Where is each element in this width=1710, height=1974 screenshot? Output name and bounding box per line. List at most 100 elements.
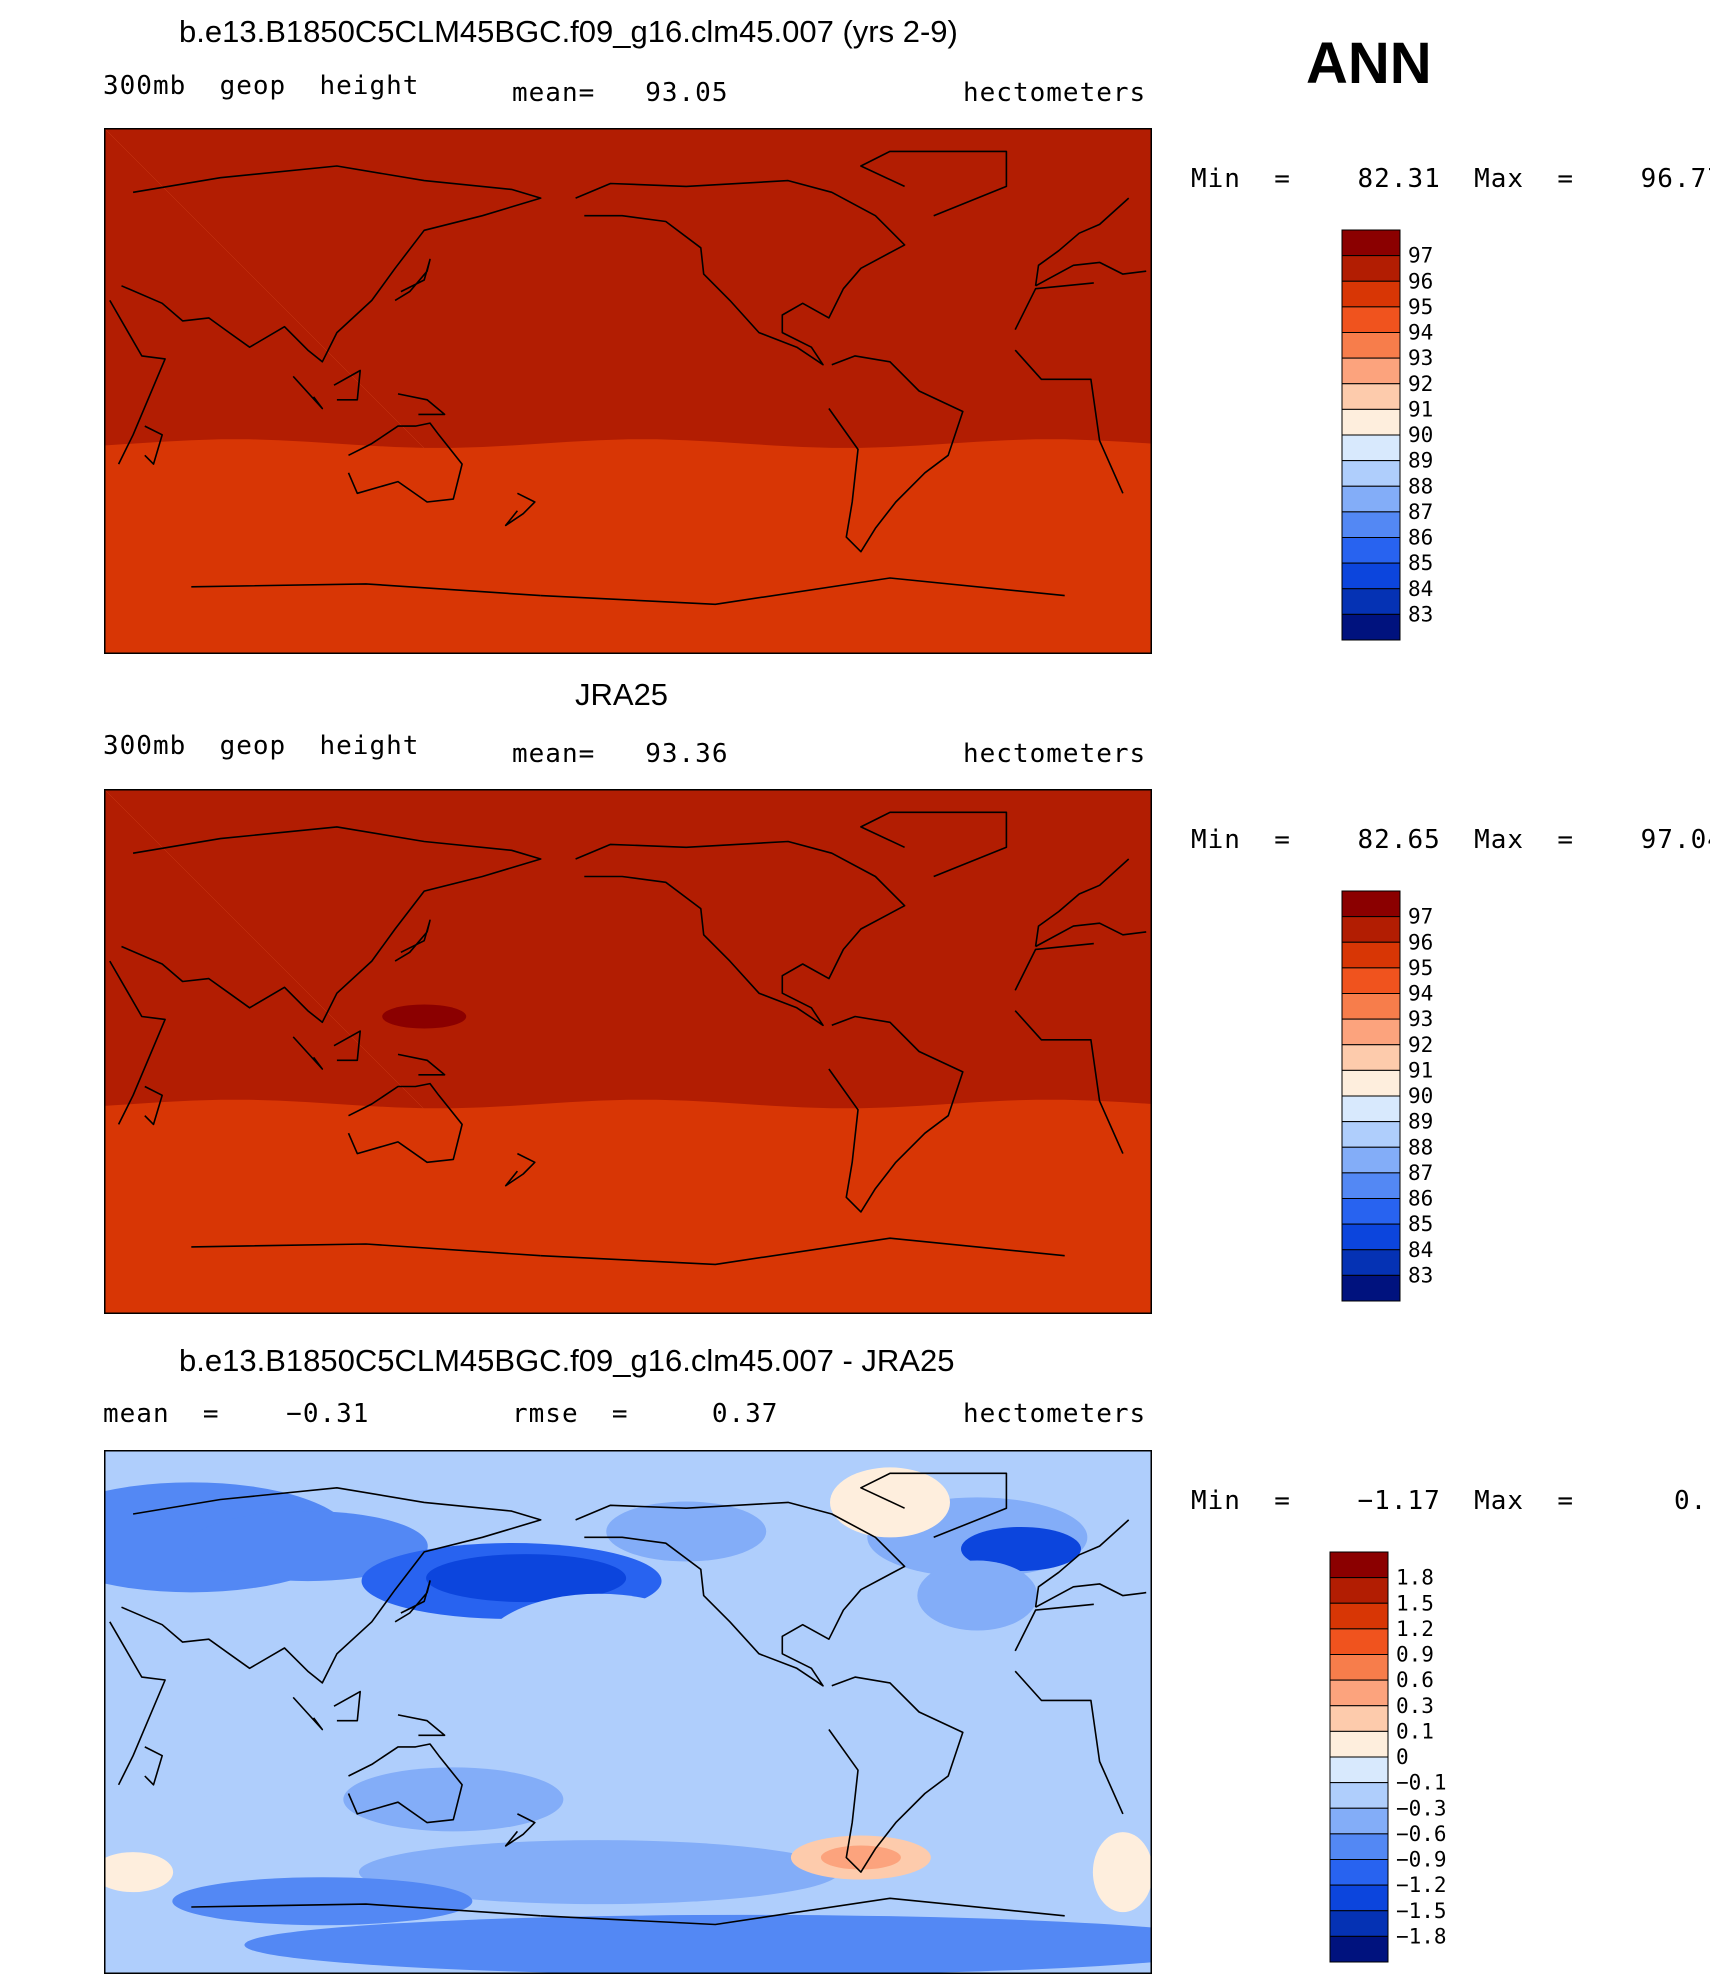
colorbar-tick-label: 1.8 bbox=[1396, 1566, 1434, 1590]
colorbar-swatch bbox=[1329, 1705, 1389, 1732]
colorbar-swatch bbox=[1341, 511, 1401, 538]
panel-1-variable-label: 300mb geop height bbox=[103, 71, 420, 101]
colorbar-swatch bbox=[1329, 1628, 1389, 1655]
colorbar-swatch bbox=[1341, 941, 1401, 969]
panel-3-min-max: Min = −1.17 Max = 0.16 bbox=[1191, 1486, 1710, 1516]
colorbar-tick-label: 83 bbox=[1408, 1263, 1433, 1287]
colorbar-tick-label: 0.6 bbox=[1396, 1668, 1434, 1692]
colorbar-tick-label: 96 bbox=[1408, 930, 1433, 954]
colorbar-swatch bbox=[1341, 434, 1401, 462]
colorbar-tick-label: 94 bbox=[1408, 321, 1433, 345]
colorbar-swatch bbox=[1341, 890, 1401, 918]
colorbar-tick-label: 92 bbox=[1408, 372, 1433, 396]
colorbar-swatch bbox=[1341, 562, 1401, 590]
colorbar-tick-label: 86 bbox=[1408, 1187, 1433, 1211]
colorbar-swatch bbox=[1341, 357, 1401, 385]
colorbar-swatch bbox=[1341, 1223, 1401, 1251]
colorbar-tick-label: 93 bbox=[1408, 346, 1433, 370]
colorbar-swatch bbox=[1341, 408, 1401, 436]
colorbar-swatch bbox=[1341, 1198, 1401, 1225]
colorbar-tick-label: −0.9 bbox=[1396, 1848, 1447, 1872]
colorbar-tick-label: −0.1 bbox=[1396, 1771, 1447, 1795]
colorbar-swatch bbox=[1341, 485, 1401, 513]
colorbar-tick-label: −1.2 bbox=[1396, 1873, 1447, 1897]
colorbar-tick-label: 95 bbox=[1408, 295, 1433, 319]
colorbar-tick-label: 89 bbox=[1408, 1110, 1433, 1134]
colorbar-tick-label: 86 bbox=[1408, 526, 1433, 550]
colorbar-swatch bbox=[1341, 1249, 1401, 1276]
colorbar-swatch bbox=[1341, 383, 1401, 410]
colorbar-swatch bbox=[1341, 993, 1401, 1020]
colorbar-swatch bbox=[1341, 613, 1401, 641]
colorbar-swatch bbox=[1341, 1172, 1401, 1199]
panel-2-variable-label: 300mb geop height bbox=[103, 731, 420, 761]
colorbar-swatch bbox=[1341, 1274, 1401, 1302]
colorbar-swatch bbox=[1341, 460, 1401, 487]
colorbar-swatch bbox=[1341, 1121, 1401, 1148]
panel-3-units-label: hectometers bbox=[963, 1399, 1147, 1429]
panel-3-map bbox=[104, 1450, 1152, 1974]
panel-2-map bbox=[104, 789, 1152, 1314]
colorbar-tick-label: −1.5 bbox=[1396, 1899, 1447, 1923]
colorbar-tick-label: 89 bbox=[1408, 449, 1433, 473]
colorbar-tick-label: 1.2 bbox=[1396, 1617, 1434, 1641]
colorbar-tick-label: 85 bbox=[1408, 551, 1433, 575]
colorbar-swatch bbox=[1329, 1602, 1389, 1630]
panel-2-title: JRA25 bbox=[575, 677, 669, 712]
colorbar-swatch bbox=[1341, 1044, 1401, 1071]
colorbar-tick-label: 84 bbox=[1408, 1238, 1433, 1262]
colorbar-swatch bbox=[1329, 1551, 1389, 1579]
colorbar-tick-label: 87 bbox=[1408, 500, 1433, 524]
panel-3-rmse-label: rmse = 0.37 bbox=[512, 1399, 779, 1429]
colorbar-swatch bbox=[1329, 1679, 1389, 1707]
colorbar-swatch bbox=[1341, 1146, 1401, 1174]
colorbar-tick-label: 91 bbox=[1408, 397, 1433, 421]
colorbar-swatch bbox=[1329, 1577, 1389, 1604]
colorbar-tick-label: 97 bbox=[1408, 244, 1433, 268]
colorbar-swatch bbox=[1329, 1807, 1389, 1835]
colorbar-swatch bbox=[1329, 1730, 1389, 1758]
season-label: ANN bbox=[1306, 31, 1432, 96]
panel-2-mean-label: mean= 93.36 bbox=[512, 739, 729, 769]
colorbar-swatch bbox=[1341, 229, 1401, 257]
colorbar-tick-label: 0.3 bbox=[1396, 1694, 1434, 1718]
colorbar-tick-label: 84 bbox=[1408, 577, 1433, 601]
colorbar-tick-label: 92 bbox=[1408, 1033, 1433, 1057]
colorbar-swatch bbox=[1329, 1756, 1389, 1784]
colorbar-swatch bbox=[1341, 306, 1401, 333]
colorbar-tick-label: 91 bbox=[1408, 1058, 1433, 1082]
panel-1-map bbox=[104, 128, 1152, 654]
panel-3-title: b.e13.B1850C5CLM45BGC.f09_g16.clm45.007 … bbox=[179, 1343, 955, 1378]
panel-1-mean-label: mean= 93.05 bbox=[512, 78, 729, 108]
colorbar-swatch bbox=[1341, 332, 1401, 359]
colorbar-swatch bbox=[1341, 967, 1401, 994]
panel-2-units-label: hectometers bbox=[963, 739, 1147, 769]
colorbar-tick-label: 0 bbox=[1396, 1745, 1409, 1769]
colorbar-tick-label: 94 bbox=[1408, 982, 1433, 1006]
panel-1-units-label: hectometers bbox=[963, 78, 1147, 108]
colorbar-tick-label: 88 bbox=[1408, 1135, 1433, 1159]
colorbar-swatch bbox=[1341, 916, 1401, 943]
colorbar-swatch bbox=[1329, 1935, 1389, 1963]
colorbar-tick-label: 0.1 bbox=[1396, 1719, 1434, 1743]
panel-1-min-max: Min = 82.31 Max = 96.77 bbox=[1191, 164, 1710, 194]
colorbar-swatch bbox=[1329, 1833, 1389, 1860]
colorbar-swatch bbox=[1341, 280, 1401, 308]
colorbar-swatch bbox=[1329, 1884, 1389, 1912]
colorbar-swatch bbox=[1341, 255, 1401, 282]
colorbar-tick-label: 96 bbox=[1408, 269, 1433, 293]
colorbar-swatch bbox=[1329, 1859, 1389, 1886]
colorbar-tick-label: −0.3 bbox=[1396, 1796, 1447, 1820]
colorbar-tick-label: −0.6 bbox=[1396, 1822, 1447, 1846]
colorbar-tick-label: 90 bbox=[1408, 1084, 1433, 1108]
colorbar-tick-label: 97 bbox=[1408, 905, 1433, 929]
colorbar-swatch bbox=[1341, 1095, 1401, 1123]
colorbar-swatch bbox=[1329, 1654, 1389, 1681]
colorbar-tick-label: 1.5 bbox=[1396, 1591, 1434, 1615]
colorbar-tick-label: 95 bbox=[1408, 956, 1433, 980]
colorbar-tick-label: 83 bbox=[1408, 602, 1433, 626]
panel-3-colorbar: 1.81.51.20.90.60.30.10−0.1−0.3−0.6−0.9−1… bbox=[1329, 1551, 1447, 1963]
